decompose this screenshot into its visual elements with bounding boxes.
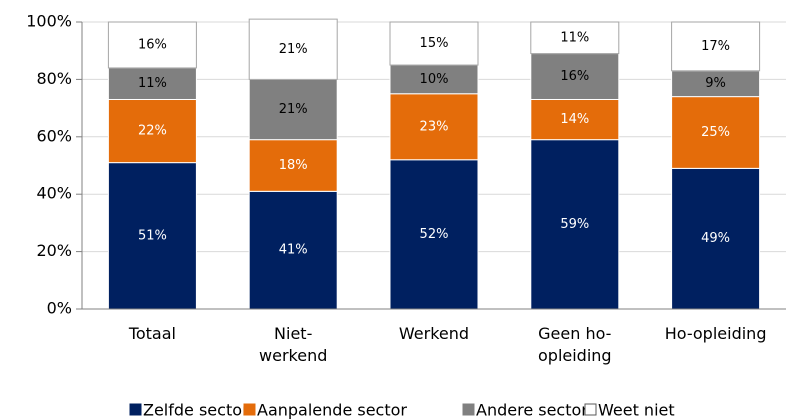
data-label: 25% <box>701 125 730 140</box>
y-tick-label: 40% <box>36 184 72 203</box>
legend-label: Andere sector <box>476 401 588 420</box>
data-label: 49% <box>701 231 730 246</box>
bar-segment <box>530 53 620 100</box>
y-tick-label: 20% <box>36 241 72 260</box>
bar-segment <box>389 159 479 310</box>
legend-label: Aanpalende sector <box>257 401 407 420</box>
x-tick-line: Totaal <box>128 324 176 343</box>
data-label: 17% <box>701 39 730 54</box>
bar-segment <box>671 21 761 72</box>
x-tick-line: Niet- <box>274 324 312 343</box>
bar-segment <box>248 18 338 80</box>
data-label: 23% <box>420 119 449 134</box>
data-label: 21% <box>279 42 308 57</box>
bar-segment <box>107 98 197 164</box>
bar-segment <box>107 21 197 69</box>
x-tick-label: Geen ho-opleiding <box>538 324 612 365</box>
data-label: 11% <box>138 76 167 91</box>
y-tick-label: 80% <box>36 69 72 88</box>
bar-segment <box>530 139 620 310</box>
x-tick-line: Werkend <box>399 324 469 343</box>
legend-swatch <box>243 403 256 416</box>
bar-segment <box>671 167 761 310</box>
data-label: 52% <box>420 227 449 242</box>
data-label: 15% <box>420 36 449 51</box>
bar-segment <box>389 93 479 161</box>
legend-label: Weet niet <box>598 401 675 420</box>
bar-segment <box>107 162 197 310</box>
x-tick-line: Geen ho- <box>538 324 611 343</box>
y-tick-label: 0% <box>47 299 72 318</box>
data-label: 11% <box>560 30 589 45</box>
x-tick-label: Werkend <box>399 324 469 343</box>
bar-segment <box>389 21 479 66</box>
bar-segment <box>671 96 761 169</box>
bar-segment <box>107 67 197 100</box>
data-label: 16% <box>138 37 167 52</box>
data-label: 21% <box>279 102 308 117</box>
y-tick-label: 60% <box>36 126 72 145</box>
x-tick-label: Totaal <box>128 324 176 343</box>
bar-segment <box>530 98 620 141</box>
data-label: 16% <box>560 69 589 84</box>
data-label: 18% <box>279 158 308 173</box>
bar-segment <box>248 190 338 310</box>
x-tick-line: werkend <box>259 346 327 365</box>
data-label: 59% <box>560 217 589 232</box>
data-label: 10% <box>420 72 449 87</box>
bar-segment <box>248 78 338 141</box>
data-label: 22% <box>138 124 167 139</box>
bar-segment <box>530 21 620 55</box>
x-tick-label: Niet-werkend <box>259 324 327 365</box>
legend-swatch <box>129 403 142 416</box>
data-label: 51% <box>138 228 167 243</box>
legend-swatch <box>462 403 475 416</box>
data-label: 14% <box>560 112 589 127</box>
bar-segment <box>248 139 338 192</box>
data-label: 9% <box>705 76 726 91</box>
legend-swatch <box>584 403 597 416</box>
y-tick-label: 100% <box>26 12 72 31</box>
x-tick-label: Ho-opleiding <box>665 324 767 343</box>
x-tick-line: opleiding <box>538 346 612 365</box>
x-tick-line: Ho-opleiding <box>665 324 767 343</box>
data-label: 41% <box>279 243 308 258</box>
legend-label: Zelfde sector <box>143 401 249 420</box>
